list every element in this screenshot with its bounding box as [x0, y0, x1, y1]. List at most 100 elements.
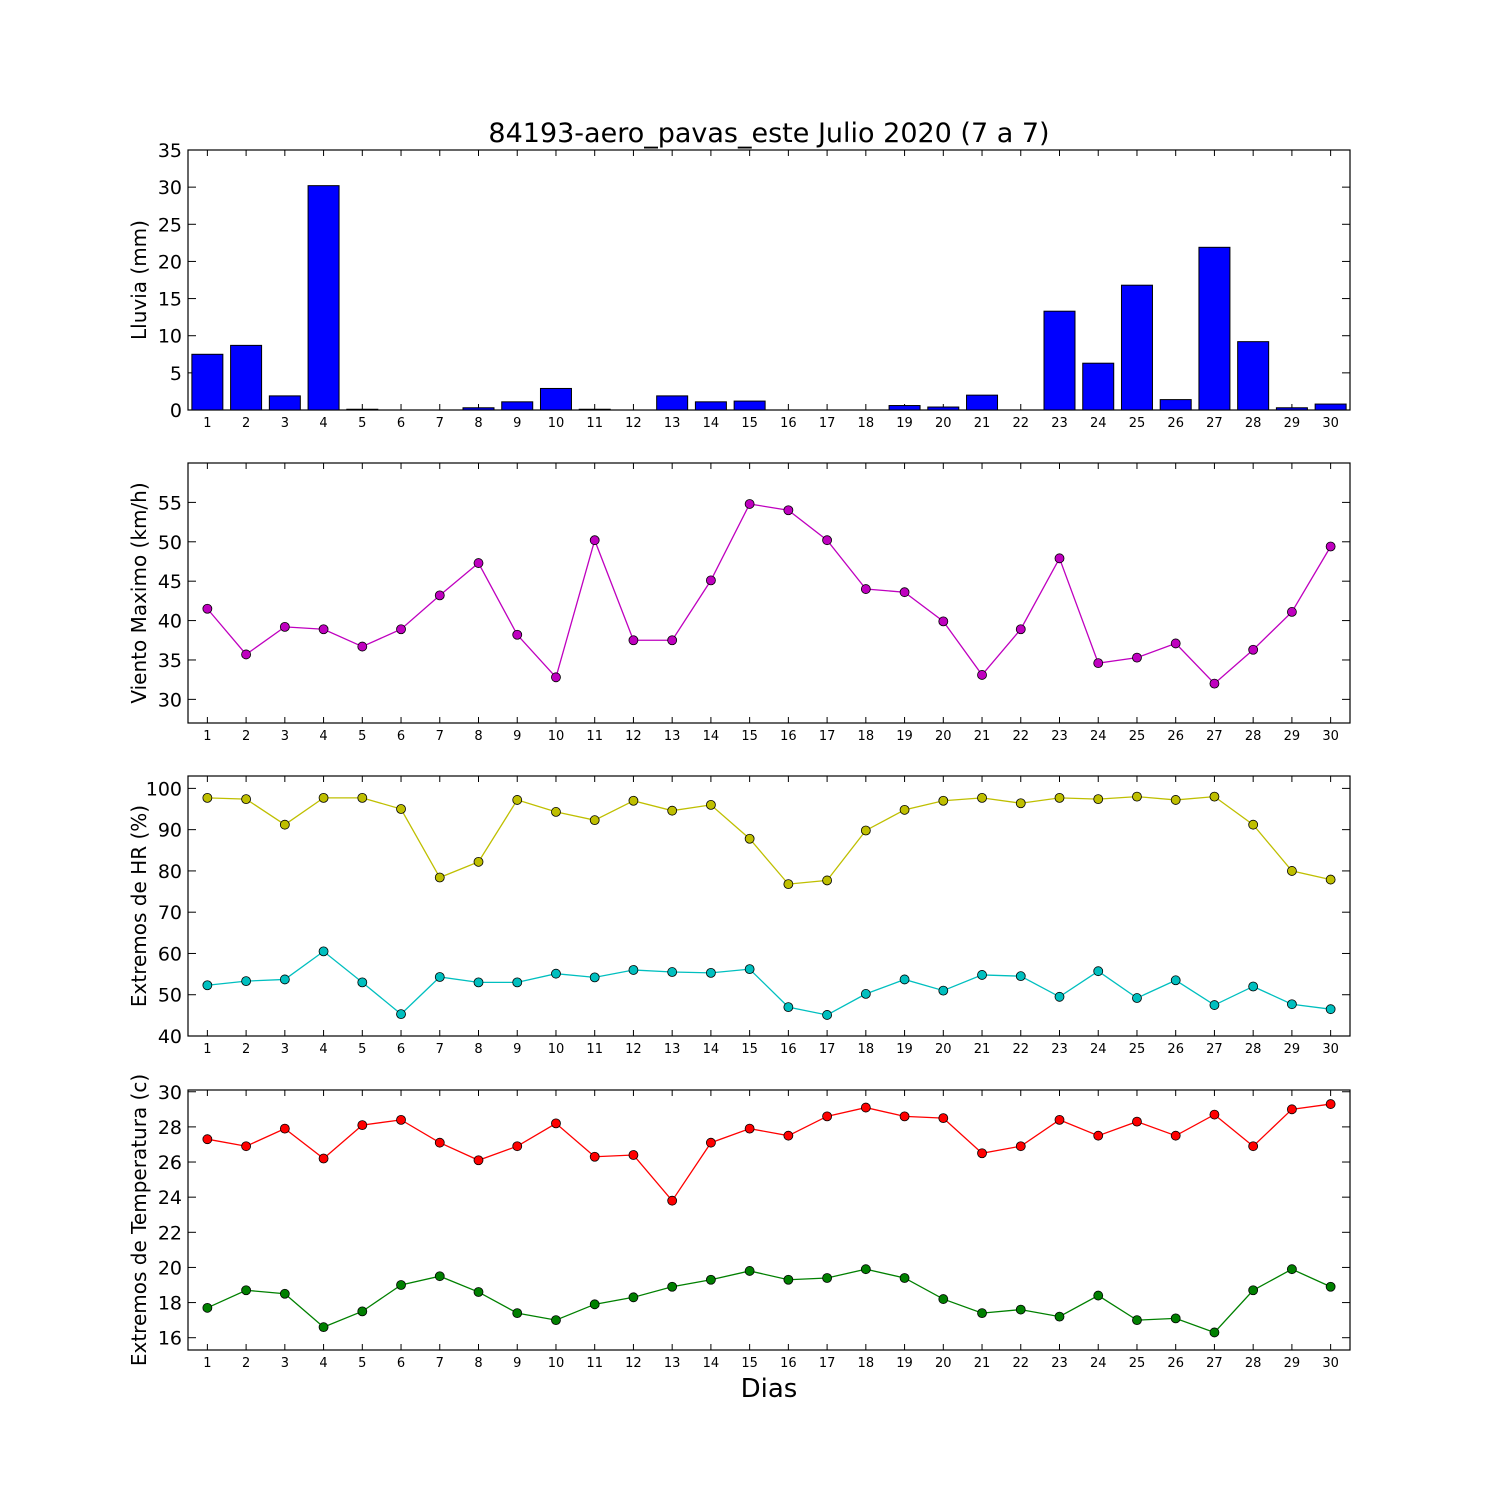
data-point	[396, 804, 406, 814]
x-tick-label: 2	[242, 1356, 250, 1371]
bar	[1314, 403, 1347, 411]
data-point	[551, 1315, 561, 1326]
y-tick-label: 30	[158, 177, 182, 199]
x-tick-label: 9	[513, 729, 521, 744]
data-point	[512, 1141, 523, 1152]
x-tick-label: 1	[203, 729, 211, 744]
data-point	[396, 1114, 406, 1125]
data-point	[1325, 541, 1336, 552]
x-tick-label: 20	[935, 1042, 952, 1057]
y-tick-label: 15	[158, 289, 182, 311]
y-tick-label: 50	[158, 532, 182, 554]
x-tick-label: 30	[1322, 1356, 1339, 1371]
data-point	[551, 672, 561, 683]
y-tick-label: 24	[158, 1187, 182, 1209]
bar	[966, 394, 999, 411]
series-line-1	[206, 503, 1332, 685]
data-point	[396, 624, 406, 635]
x-tick-label: 22	[1012, 1356, 1029, 1371]
figure-title: 84193-aero_pavas_este Julio 2020 (7 a 7)	[488, 118, 1049, 149]
x-tick-label: 16	[780, 1042, 797, 1057]
data-point	[318, 946, 329, 957]
data-point	[938, 795, 949, 806]
data-point	[1170, 795, 1181, 805]
x-tick-label: 19	[896, 729, 913, 744]
x-tick-label: 21	[974, 416, 991, 431]
data-point	[706, 575, 716, 586]
data-point	[1093, 1130, 1104, 1141]
x-tick-label: 9	[513, 1042, 521, 1057]
x-tick-label: 5	[358, 729, 366, 744]
bar	[268, 395, 301, 411]
data-point	[473, 1155, 484, 1166]
y-tick-label: 28	[158, 1117, 182, 1139]
bar	[694, 401, 727, 411]
x-tick-label: 6	[397, 729, 405, 744]
data-point	[241, 649, 252, 660]
bar	[733, 400, 766, 411]
x-tick-label: 24	[1090, 416, 1107, 431]
data-point	[1170, 1130, 1181, 1141]
data-point	[744, 833, 755, 844]
y-tick-label: 40	[158, 1026, 182, 1048]
data-point	[783, 1002, 794, 1013]
data-point	[434, 1271, 445, 1282]
data-point	[241, 976, 252, 987]
x-axis-label: Dias	[741, 1374, 798, 1404]
data-point	[1287, 1264, 1297, 1275]
data-point	[628, 795, 639, 806]
data-point	[1015, 624, 1026, 635]
data-point	[1248, 1285, 1259, 1296]
data-point	[628, 1292, 639, 1303]
x-tick-label: 23	[1051, 1356, 1068, 1371]
x-tick-label: 19	[896, 1356, 913, 1371]
data-point	[279, 819, 290, 830]
data-point	[318, 624, 329, 635]
x-tick-label: 18	[858, 729, 875, 744]
x-tick-label: 27	[1206, 416, 1223, 431]
data-point	[473, 977, 484, 988]
data-point	[977, 970, 987, 980]
data-point	[1170, 638, 1181, 649]
data-point	[822, 1111, 832, 1122]
data-point	[202, 1134, 213, 1145]
data-point	[318, 1322, 329, 1333]
data-point	[977, 1308, 987, 1319]
y-tick-label: 55	[158, 492, 182, 514]
bar	[888, 405, 921, 411]
x-tick-label: 3	[281, 729, 289, 744]
x-tick-label: 28	[1245, 1042, 1262, 1057]
data-point	[434, 590, 445, 601]
x-tick-label: 24	[1090, 1356, 1107, 1371]
x-tick-label: 26	[1167, 416, 1184, 431]
data-point	[860, 584, 871, 594]
x-tick-label: 29	[1284, 1356, 1301, 1371]
x-tick-label: 14	[703, 729, 720, 744]
x-tick-label: 11	[586, 1042, 603, 1057]
x-tick-label: 29	[1284, 1042, 1301, 1057]
data-point	[1209, 678, 1220, 689]
x-tick-label: 28	[1245, 1356, 1262, 1371]
x-tick-label: 23	[1051, 416, 1068, 431]
x-tick-label: 14	[703, 416, 720, 431]
y-tick-label: 0	[170, 400, 182, 422]
bar	[462, 407, 495, 411]
data-point	[783, 1274, 794, 1285]
x-tick-label: 25	[1129, 416, 1146, 431]
x-tick-label: 13	[664, 1356, 681, 1371]
data-point	[783, 1130, 794, 1141]
data-point	[938, 1113, 949, 1124]
data-point	[241, 1285, 252, 1296]
data-point	[1015, 1141, 1026, 1152]
plot-frame	[187, 462, 1351, 724]
data-point	[628, 635, 639, 646]
data-point	[279, 974, 290, 985]
x-tick-label: 27	[1206, 1356, 1223, 1371]
data-point	[977, 792, 987, 803]
y-tick-label: 100	[146, 778, 182, 800]
data-point	[1015, 798, 1026, 809]
x-tick-label: 22	[1012, 729, 1029, 744]
x-tick-label: 5	[358, 1356, 366, 1371]
x-tick-label: 17	[819, 1356, 836, 1371]
data-point	[899, 587, 910, 598]
